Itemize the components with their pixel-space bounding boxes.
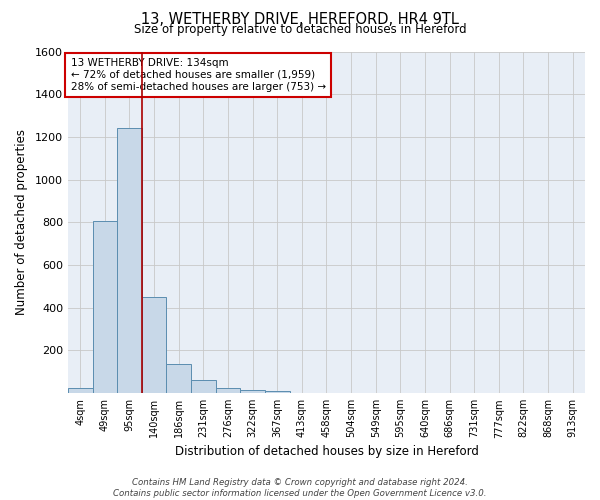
Bar [191,380,215,393]
X-axis label: Distribution of detached houses by size in Hereford: Distribution of detached houses by size … [175,444,478,458]
Bar [166,364,191,393]
Text: Size of property relative to detached houses in Hereford: Size of property relative to detached ho… [134,22,466,36]
Bar [117,128,142,393]
Bar [215,388,240,393]
Bar [240,390,265,393]
Bar [68,388,92,393]
Y-axis label: Number of detached properties: Number of detached properties [15,130,28,316]
Bar [142,297,166,393]
Text: 13, WETHERBY DRIVE, HEREFORD, HR4 9TL: 13, WETHERBY DRIVE, HEREFORD, HR4 9TL [141,12,459,28]
Text: Contains HM Land Registry data © Crown copyright and database right 2024.
Contai: Contains HM Land Registry data © Crown c… [113,478,487,498]
Bar [265,391,290,393]
Text: 13 WETHERBY DRIVE: 134sqm
← 72% of detached houses are smaller (1,959)
28% of se: 13 WETHERBY DRIVE: 134sqm ← 72% of detac… [71,58,326,92]
Bar [92,222,117,393]
